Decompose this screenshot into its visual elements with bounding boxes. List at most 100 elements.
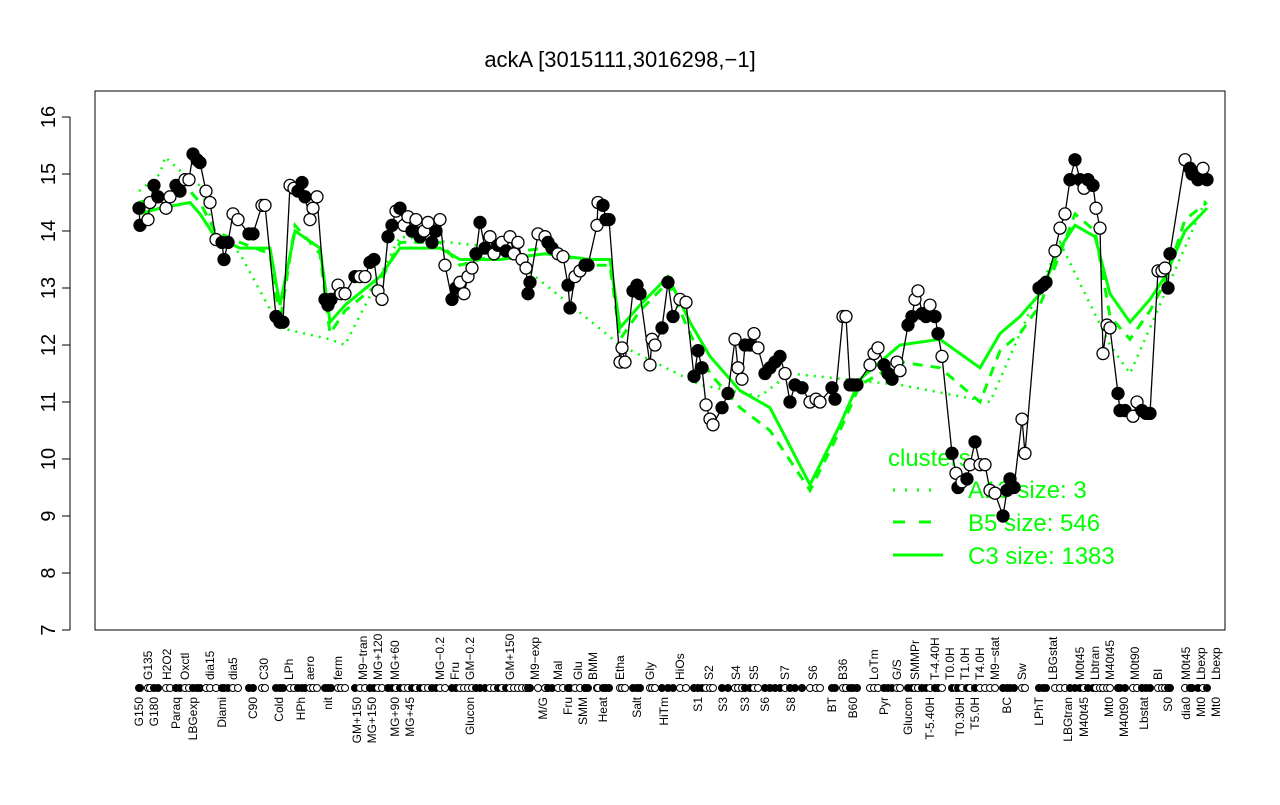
x-tick-label: T0.0H (943, 647, 957, 680)
data-point (1163, 247, 1177, 261)
data-point (358, 269, 372, 284)
y-tick-label: 16 (38, 106, 60, 128)
data-point (839, 309, 853, 324)
x-tick-label: HiTm (657, 697, 671, 726)
x-tick-label: GM+150 (503, 633, 517, 680)
x-tick-label: ferm (331, 656, 345, 680)
data-point (735, 372, 749, 386)
data-point (1111, 386, 1125, 401)
data-point (885, 372, 899, 386)
data-point (473, 215, 487, 230)
condition-marker (754, 684, 762, 692)
x-tick-label: S2 (702, 665, 716, 680)
condition-marker (534, 684, 542, 692)
x-tick-label: Cold (272, 697, 286, 722)
x-tick-label: LPhT (1032, 696, 1046, 725)
x-tick-label: Etha (613, 655, 627, 680)
x-tick-label: LoTm (867, 649, 881, 680)
x-tick-label: SMM (576, 697, 590, 725)
data-point (828, 392, 842, 406)
data-point (563, 301, 577, 315)
y-tick-label: 8 (38, 567, 60, 578)
condition-marker (1121, 684, 1129, 692)
y-tick-label: 13 (38, 277, 60, 299)
data-point (778, 366, 792, 381)
x-tick-label: G150 (132, 697, 146, 727)
data-point (1093, 221, 1107, 235)
x-tick-label: GM+150 (350, 697, 364, 744)
data-point (751, 341, 765, 355)
x-tick-label: Mt0 (1102, 697, 1116, 717)
data-point (173, 184, 187, 198)
data-point (996, 509, 1010, 523)
x-tick-label: Mal (551, 661, 565, 680)
condition-marker (136, 684, 144, 692)
data-point (596, 198, 610, 213)
data-point (1048, 244, 1062, 258)
condition-marker (709, 684, 717, 692)
data-point (298, 190, 312, 204)
x-tick-label: SMMPr (908, 640, 922, 680)
data-point (193, 155, 207, 170)
x-tick-label: B60 (846, 697, 860, 719)
data-point (581, 258, 595, 272)
x-tick-label: MG+90 (388, 697, 402, 737)
data-point (687, 369, 701, 384)
x-tick-label: S8 (784, 697, 798, 712)
condition-marker (341, 684, 349, 692)
legend: clusters A13 size: 3 B5 size: 546 C3 siz… (888, 445, 1115, 570)
data-point (375, 292, 389, 307)
data-point (132, 201, 146, 215)
x-tick-label: Lbexp (1194, 647, 1208, 680)
x-tick-label: LBGexp (186, 697, 200, 741)
data-point (483, 230, 497, 244)
data-point (151, 190, 165, 204)
data-point (850, 378, 864, 392)
data-point (425, 235, 439, 250)
y-tick-label: 15 (38, 163, 60, 185)
x-tick-label: Mt0 (1209, 697, 1223, 717)
condition-marker (798, 684, 806, 692)
data-point (433, 212, 447, 227)
condition-marker (724, 684, 732, 692)
x-tick-label: HPh (294, 697, 308, 720)
data-point (1053, 221, 1067, 235)
x-tick-label: dia5 (226, 657, 240, 680)
data-point (1086, 178, 1100, 193)
data-point (773, 349, 787, 364)
x-tick-label: MG+60 (388, 640, 402, 680)
x-tick-label: Salt (630, 696, 644, 717)
condition-markers (135, 684, 1211, 692)
x-tick-label: S3 (738, 697, 752, 712)
condition-marker (669, 684, 677, 692)
condition-marker (831, 684, 839, 692)
x-tick-label: BT (825, 696, 839, 712)
condition-marker (1042, 684, 1050, 692)
x-tick-label: M0t90 (1128, 646, 1142, 680)
x-tick-label: Paraq (169, 697, 183, 729)
data-point (679, 295, 693, 309)
data-point (968, 435, 982, 449)
y-tick-label: 7 (38, 624, 60, 635)
x-tick-label: M9−stat (988, 636, 1002, 680)
data-point (141, 212, 155, 227)
x-tick-label: Pyr (877, 697, 891, 715)
condition-marker (154, 684, 162, 692)
condition-marker (327, 684, 335, 692)
series-line (138, 152, 1208, 517)
data-point (988, 486, 1002, 500)
condition-marker (441, 684, 449, 692)
x-tick-label: C30 (257, 658, 271, 680)
data-point (960, 472, 974, 486)
x-tick-label: MG+150 (365, 697, 379, 744)
data-point (655, 321, 669, 335)
data-point (246, 227, 260, 241)
x-tick-label: M9−exp (528, 637, 542, 680)
x-tick-label: T-5.40H (923, 697, 937, 740)
x-tick-label: Oxctl (178, 653, 192, 680)
data-point (935, 349, 949, 364)
data-point (438, 258, 452, 272)
condition-marker (526, 684, 534, 692)
x-tick-label: H2O2 (160, 648, 174, 680)
